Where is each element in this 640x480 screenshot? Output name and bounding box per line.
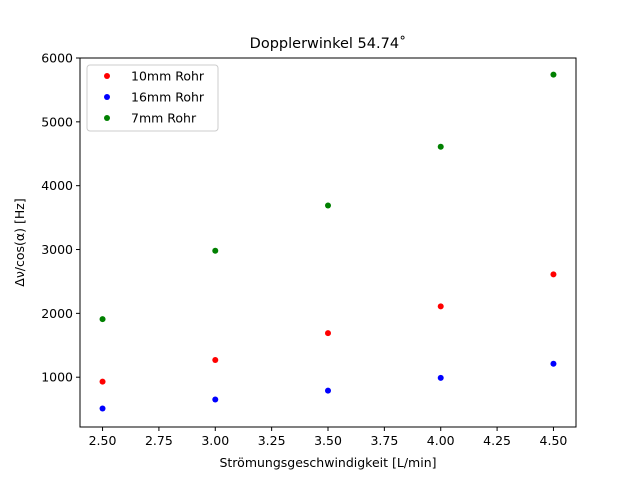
data-point bbox=[99, 405, 106, 412]
legend-label: 16mm Rohr bbox=[131, 90, 205, 105]
x-tick-label: 4.00 bbox=[427, 433, 455, 448]
data-point bbox=[550, 71, 557, 78]
data-point bbox=[325, 330, 331, 337]
x-tick-label: 4.25 bbox=[483, 433, 511, 448]
x-tick-label: 3.00 bbox=[201, 433, 229, 448]
data-point bbox=[437, 143, 444, 150]
x-tick-label: 3.75 bbox=[370, 433, 398, 448]
legend-label: 7mm Rohr bbox=[131, 111, 197, 126]
x-tick-label: 2.75 bbox=[145, 433, 173, 448]
series-1 bbox=[99, 360, 557, 412]
legend-box bbox=[86, 64, 219, 132]
data-point bbox=[212, 247, 219, 254]
y-tick-label: 6000 bbox=[41, 51, 73, 66]
y-axis-label: Δν/cos(α) [Hz] bbox=[12, 198, 27, 286]
data-point bbox=[550, 360, 557, 367]
x-axis-label: Strömungsgeschwindigkeit [L/min] bbox=[219, 455, 436, 470]
y-tick-label: 2000 bbox=[41, 306, 73, 321]
x-tick-label: 3.50 bbox=[314, 433, 342, 448]
x-tick-label: 4.50 bbox=[540, 433, 568, 448]
ticks-layer: 2.50 2.75 3.00 3.25 3.50 3.75 4.00 4.25 4.50 1000… bbox=[41, 51, 567, 449]
data-point bbox=[437, 303, 444, 310]
legend-marker bbox=[104, 73, 110, 79]
data-point bbox=[437, 374, 444, 381]
series-2 bbox=[99, 71, 557, 323]
y-tick-label: 3000 bbox=[41, 242, 73, 257]
x-tick-label: 2.50 bbox=[89, 433, 117, 448]
legend: 10mm Rohr 16mm Rohr 7mm Rohr bbox=[86, 64, 219, 132]
series-0 bbox=[99, 271, 557, 385]
data-point bbox=[325, 202, 331, 209]
data-point bbox=[99, 316, 106, 323]
y-tick-label: 5000 bbox=[41, 114, 73, 129]
y-tick-label: 1000 bbox=[41, 370, 73, 385]
legend-marker bbox=[104, 115, 110, 121]
legend-marker bbox=[104, 94, 110, 100]
x-tick-label: 3.25 bbox=[258, 433, 286, 448]
plot-frame bbox=[79, 57, 577, 428]
data-point bbox=[212, 356, 219, 363]
data-point bbox=[550, 271, 557, 278]
data-point bbox=[99, 378, 106, 385]
y-tick-label: 4000 bbox=[41, 178, 73, 193]
data-point bbox=[325, 387, 331, 394]
data-points bbox=[99, 71, 557, 412]
data-point bbox=[212, 396, 219, 403]
chart-title: Dopplerwinkel 54.74˚ bbox=[250, 35, 407, 52]
legend-label: 10mm Rohr bbox=[131, 69, 205, 84]
